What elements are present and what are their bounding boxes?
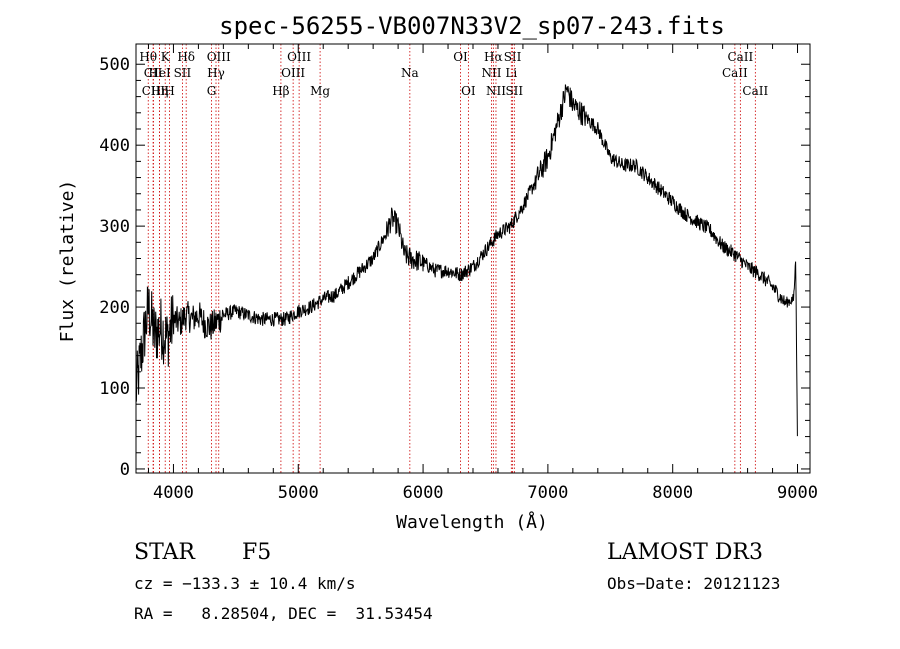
x-tick-label: 5000: [278, 483, 319, 503]
marker-label: OIII: [287, 50, 311, 64]
emission-line-markers: HθCIICIIIHηHeIKHSIIHδGHγOIIIHβOIIIOIIIMg…: [139, 44, 768, 473]
spectrum-line: [135, 84, 798, 437]
marker-label: NII: [486, 84, 506, 98]
marker-label: SII: [505, 84, 523, 98]
object-subclass: F5: [242, 540, 272, 565]
chart-title: spec-56255-VB007N33V2_sp07-243.fits: [219, 12, 725, 40]
marker-label: K: [161, 50, 171, 64]
x-tick-label: 7000: [527, 483, 568, 503]
y-tick-label: 400: [99, 136, 130, 156]
x-tick-label: 4000: [153, 483, 194, 503]
marker-label: CaII: [742, 84, 768, 98]
observation-date: Obs−Date: 20121123: [607, 574, 781, 593]
marker-label: CaII: [722, 66, 748, 80]
marker-label: Li: [505, 66, 517, 80]
y-axis-label: Flux (relative): [57, 180, 78, 343]
marker-label: H: [164, 84, 174, 98]
y-tick-label: 300: [99, 217, 130, 237]
spectrum-series: [135, 84, 798, 437]
y-tick-label: 200: [99, 298, 130, 318]
marker-label: OI: [453, 50, 468, 64]
x-tick-label: 9000: [777, 483, 818, 503]
marker-label: OIII: [281, 66, 305, 80]
marker-label: Hα: [484, 50, 503, 64]
marker-label: SII: [174, 66, 192, 80]
marker-label: Hθ: [139, 50, 157, 64]
marker-label: OIII: [207, 50, 231, 64]
coordinates: RA = 8.28504, DEC = 31.53454: [134, 604, 433, 623]
y-tick-label: 500: [99, 55, 130, 75]
marker-label: G: [207, 84, 217, 98]
y-tick-label: 100: [99, 379, 130, 399]
y-axis: 0 100 200 300 400 500: [99, 55, 810, 480]
survey-name: LAMOST DR3: [607, 540, 763, 565]
y-tick-label: 0: [120, 460, 130, 480]
marker-label: SII: [504, 50, 522, 64]
marker-label: Mg: [310, 84, 330, 98]
x-axis: 4000 5000 6000 7000 8000 9000: [147, 44, 818, 503]
x-tick-label: 8000: [652, 483, 693, 503]
plot-frame: [135, 43, 811, 474]
x-axis-label: Wavelength (Å): [396, 511, 548, 533]
marker-label: HeI: [148, 66, 171, 80]
marker-label: Na: [401, 66, 419, 80]
marker-label: Hδ: [177, 50, 195, 64]
x-tick-label: 6000: [403, 483, 444, 503]
object-class: STAR: [134, 540, 195, 565]
marker-label: Hβ: [272, 84, 289, 98]
marker-label: OI: [461, 84, 476, 98]
redshift-velocity: cz = −133.3 ± 10.4 km/s: [134, 574, 356, 593]
marker-label: NII: [481, 66, 501, 80]
marker-label: Hγ: [207, 66, 225, 80]
marker-label: CaII: [727, 50, 753, 64]
